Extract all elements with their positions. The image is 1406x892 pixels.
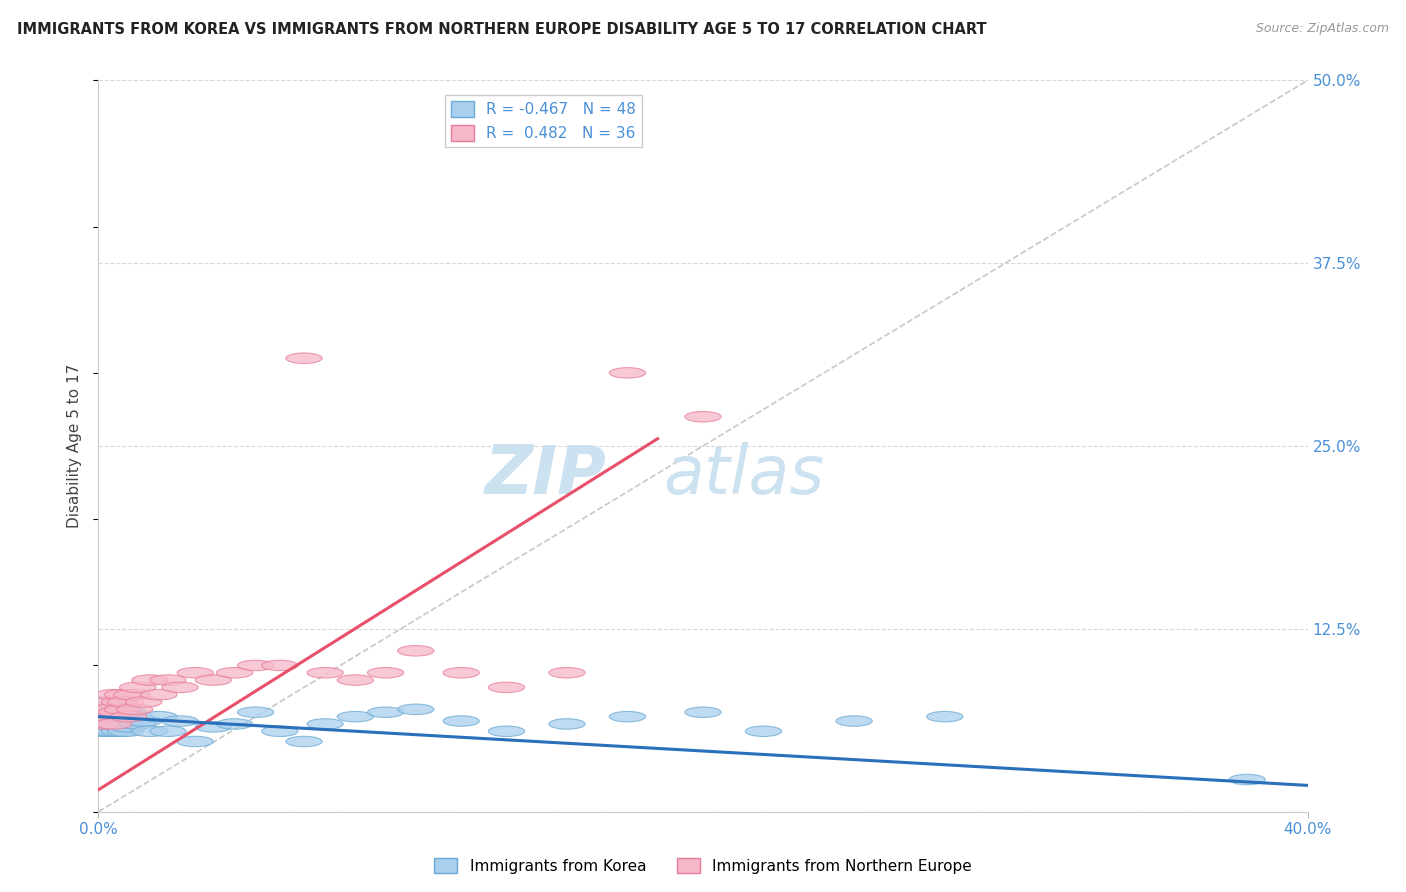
Text: atlas: atlas bbox=[662, 442, 824, 508]
Ellipse shape bbox=[367, 707, 404, 717]
Ellipse shape bbox=[83, 712, 120, 722]
Ellipse shape bbox=[104, 690, 141, 700]
Ellipse shape bbox=[398, 646, 434, 656]
Ellipse shape bbox=[104, 722, 141, 732]
Ellipse shape bbox=[837, 715, 872, 726]
Ellipse shape bbox=[609, 368, 645, 378]
Ellipse shape bbox=[262, 660, 298, 671]
Ellipse shape bbox=[83, 704, 120, 714]
Legend: Immigrants from Korea, Immigrants from Northern Europe: Immigrants from Korea, Immigrants from N… bbox=[429, 852, 977, 880]
Ellipse shape bbox=[96, 690, 132, 700]
Ellipse shape bbox=[120, 719, 156, 729]
Ellipse shape bbox=[90, 726, 125, 737]
Ellipse shape bbox=[162, 715, 198, 726]
Ellipse shape bbox=[132, 726, 167, 737]
Ellipse shape bbox=[114, 690, 150, 700]
Ellipse shape bbox=[107, 726, 143, 737]
Ellipse shape bbox=[150, 675, 186, 685]
Ellipse shape bbox=[132, 675, 167, 685]
Ellipse shape bbox=[548, 719, 585, 729]
Ellipse shape bbox=[86, 712, 122, 722]
Ellipse shape bbox=[285, 736, 322, 747]
Ellipse shape bbox=[93, 704, 129, 714]
Ellipse shape bbox=[927, 712, 963, 722]
Ellipse shape bbox=[101, 712, 138, 722]
Ellipse shape bbox=[96, 719, 132, 729]
Ellipse shape bbox=[96, 712, 132, 722]
Ellipse shape bbox=[90, 697, 125, 707]
Ellipse shape bbox=[125, 697, 162, 707]
Ellipse shape bbox=[98, 704, 135, 714]
Ellipse shape bbox=[548, 667, 585, 678]
Ellipse shape bbox=[98, 707, 135, 717]
Ellipse shape bbox=[125, 715, 162, 726]
Text: Source: ZipAtlas.com: Source: ZipAtlas.com bbox=[1256, 22, 1389, 36]
Ellipse shape bbox=[337, 675, 374, 685]
Ellipse shape bbox=[111, 722, 146, 732]
Ellipse shape bbox=[101, 726, 138, 737]
Ellipse shape bbox=[177, 667, 214, 678]
Ellipse shape bbox=[86, 719, 122, 729]
Ellipse shape bbox=[685, 411, 721, 422]
Ellipse shape bbox=[238, 707, 274, 717]
Ellipse shape bbox=[443, 667, 479, 678]
Ellipse shape bbox=[195, 675, 232, 685]
Ellipse shape bbox=[141, 712, 177, 722]
Ellipse shape bbox=[101, 697, 138, 707]
Ellipse shape bbox=[745, 726, 782, 737]
Ellipse shape bbox=[114, 715, 150, 726]
Ellipse shape bbox=[238, 660, 274, 671]
Y-axis label: Disability Age 5 to 17: Disability Age 5 to 17 bbox=[67, 364, 83, 528]
Ellipse shape bbox=[93, 719, 129, 729]
Ellipse shape bbox=[488, 682, 524, 692]
Ellipse shape bbox=[90, 697, 125, 707]
Ellipse shape bbox=[117, 704, 153, 714]
Ellipse shape bbox=[111, 707, 146, 717]
Ellipse shape bbox=[337, 712, 374, 722]
Ellipse shape bbox=[443, 715, 479, 726]
Ellipse shape bbox=[307, 667, 343, 678]
Ellipse shape bbox=[86, 704, 122, 714]
Text: ZIP: ZIP bbox=[485, 442, 606, 508]
Ellipse shape bbox=[120, 682, 156, 692]
Ellipse shape bbox=[217, 667, 253, 678]
Ellipse shape bbox=[83, 726, 120, 737]
Ellipse shape bbox=[217, 719, 253, 729]
Ellipse shape bbox=[367, 667, 404, 678]
Ellipse shape bbox=[107, 712, 143, 722]
Ellipse shape bbox=[96, 726, 132, 737]
Ellipse shape bbox=[107, 697, 143, 707]
Text: IMMIGRANTS FROM KOREA VS IMMIGRANTS FROM NORTHERN EUROPE DISABILITY AGE 5 TO 17 : IMMIGRANTS FROM KOREA VS IMMIGRANTS FROM… bbox=[17, 22, 987, 37]
Ellipse shape bbox=[195, 722, 232, 732]
Ellipse shape bbox=[90, 712, 125, 722]
Ellipse shape bbox=[177, 736, 214, 747]
Ellipse shape bbox=[609, 712, 645, 722]
Ellipse shape bbox=[117, 712, 153, 722]
Ellipse shape bbox=[398, 704, 434, 714]
Ellipse shape bbox=[262, 726, 298, 737]
Ellipse shape bbox=[488, 726, 524, 737]
Ellipse shape bbox=[307, 719, 343, 729]
Ellipse shape bbox=[93, 704, 129, 714]
Ellipse shape bbox=[98, 719, 135, 729]
Ellipse shape bbox=[104, 704, 141, 714]
Legend: R = -0.467   N = 48, R =  0.482   N = 36: R = -0.467 N = 48, R = 0.482 N = 36 bbox=[444, 95, 643, 147]
Ellipse shape bbox=[285, 353, 322, 363]
Ellipse shape bbox=[1229, 774, 1265, 785]
Ellipse shape bbox=[111, 712, 146, 722]
Ellipse shape bbox=[162, 682, 198, 692]
Ellipse shape bbox=[150, 726, 186, 737]
Ellipse shape bbox=[685, 707, 721, 717]
Ellipse shape bbox=[141, 690, 177, 700]
Ellipse shape bbox=[104, 707, 141, 717]
Ellipse shape bbox=[83, 719, 120, 729]
